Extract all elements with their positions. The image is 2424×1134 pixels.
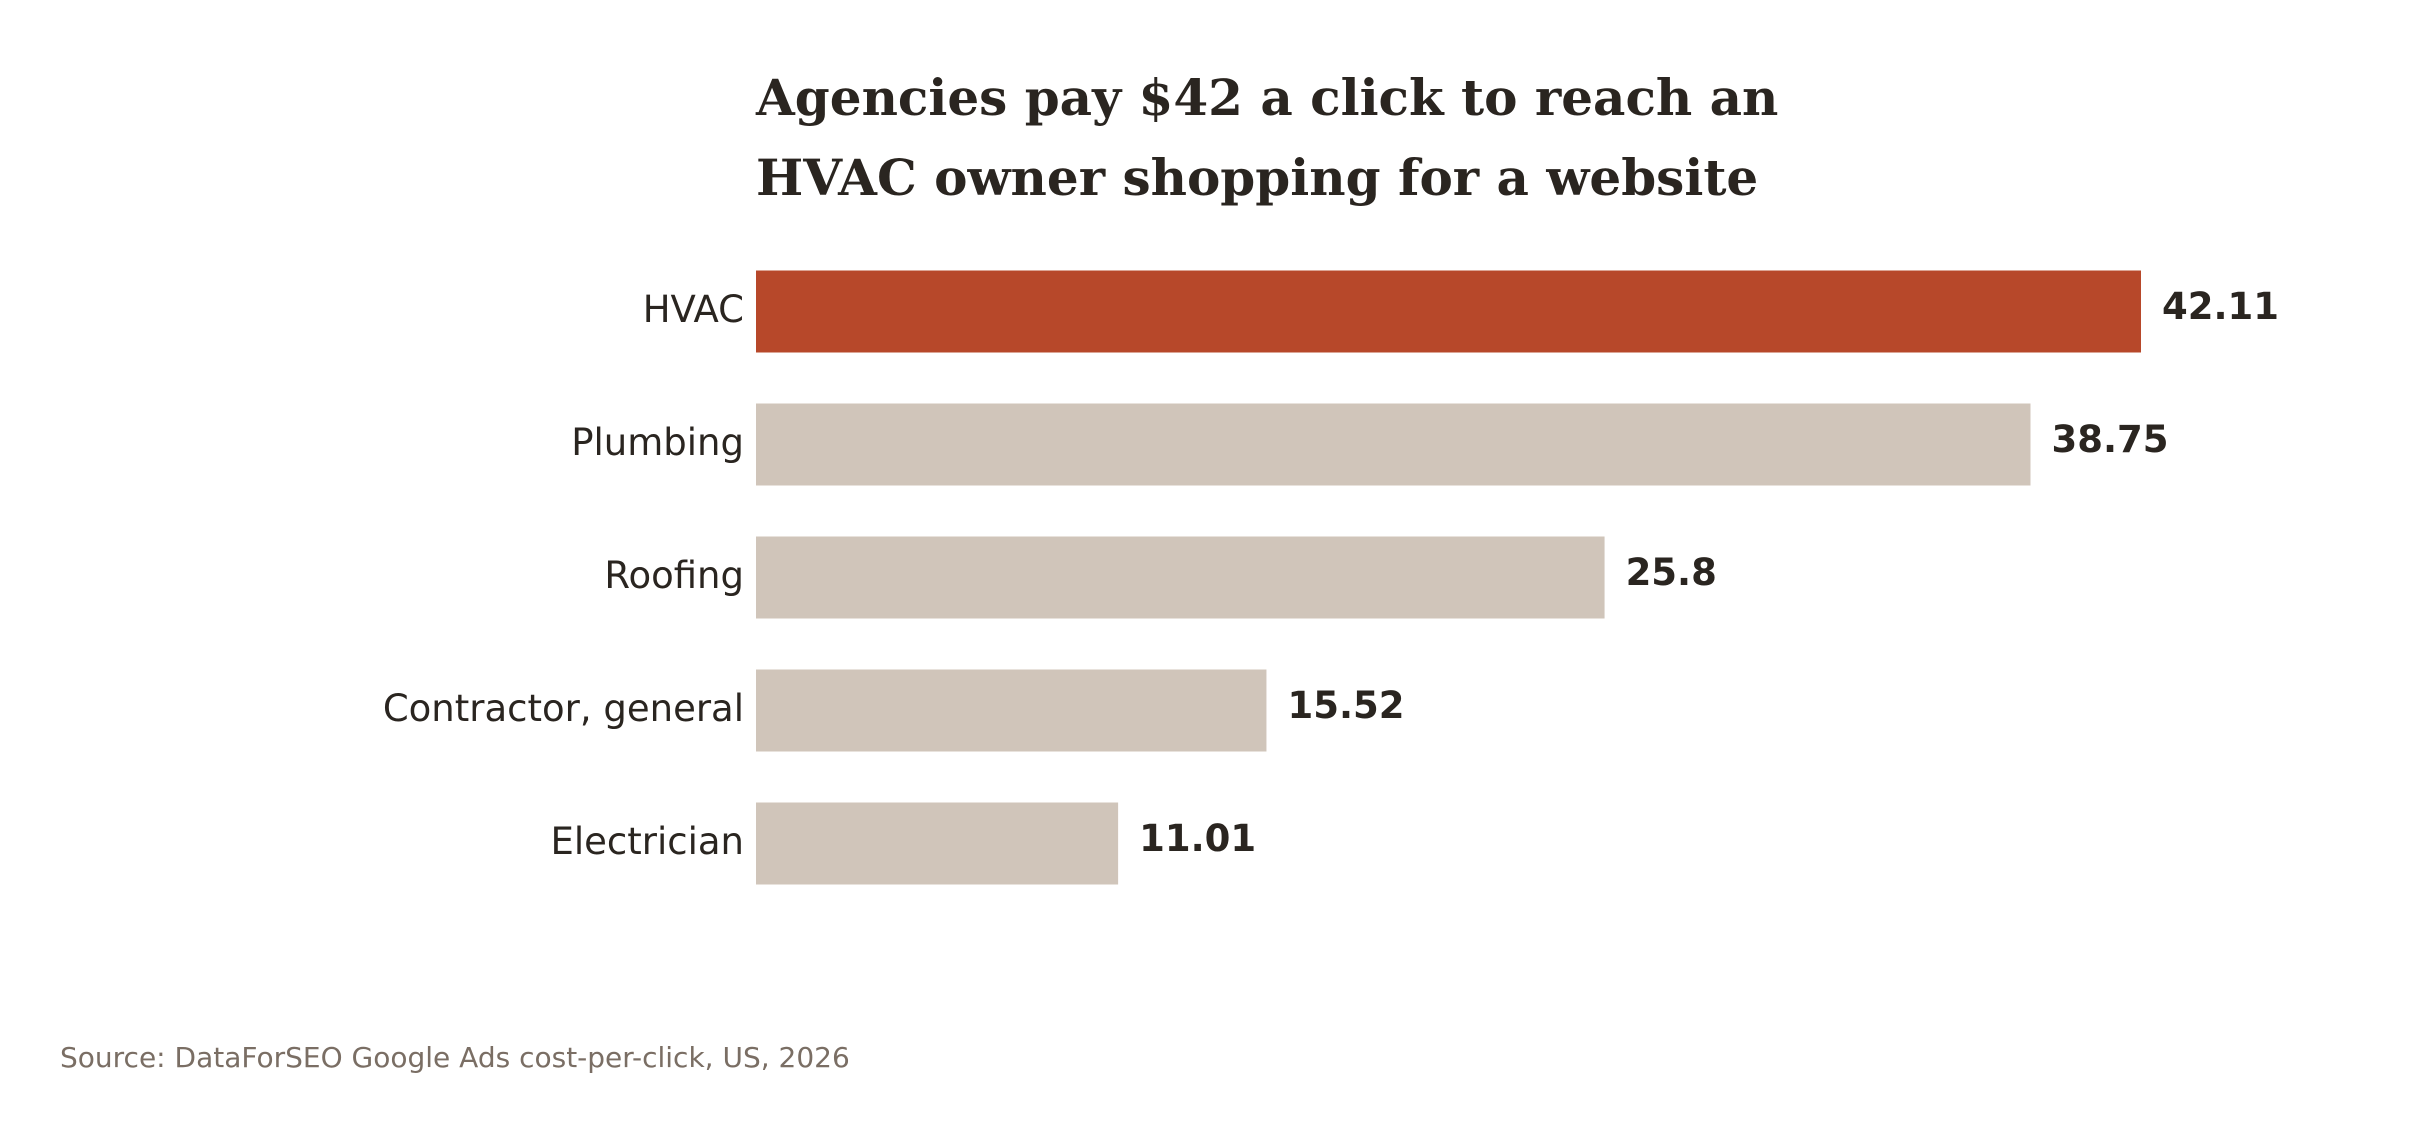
value-label: 15.52 bbox=[1287, 684, 1404, 727]
category-label: Contractor, general bbox=[383, 687, 744, 730]
chart-title: Agencies pay $42 a click to reach an HVA… bbox=[756, 68, 1779, 207]
value-label: 11.01 bbox=[1139, 817, 1256, 860]
value-label: 25.8 bbox=[1626, 551, 1717, 594]
bar bbox=[756, 403, 2031, 486]
bar bbox=[756, 669, 1267, 752]
category-label: Roofing bbox=[604, 554, 744, 597]
category-label: Plumbing bbox=[571, 421, 744, 464]
bar bbox=[756, 270, 2141, 353]
bar bbox=[756, 802, 1119, 885]
value-label: 38.75 bbox=[2051, 418, 2168, 461]
category-label: HVAC bbox=[643, 288, 744, 331]
bar bbox=[756, 536, 1605, 619]
category-label: Electrician bbox=[550, 820, 744, 863]
value-label: 42.11 bbox=[2162, 285, 2279, 328]
source-note: Source: DataForSEO Google Ads cost-per-c… bbox=[60, 1041, 850, 1074]
